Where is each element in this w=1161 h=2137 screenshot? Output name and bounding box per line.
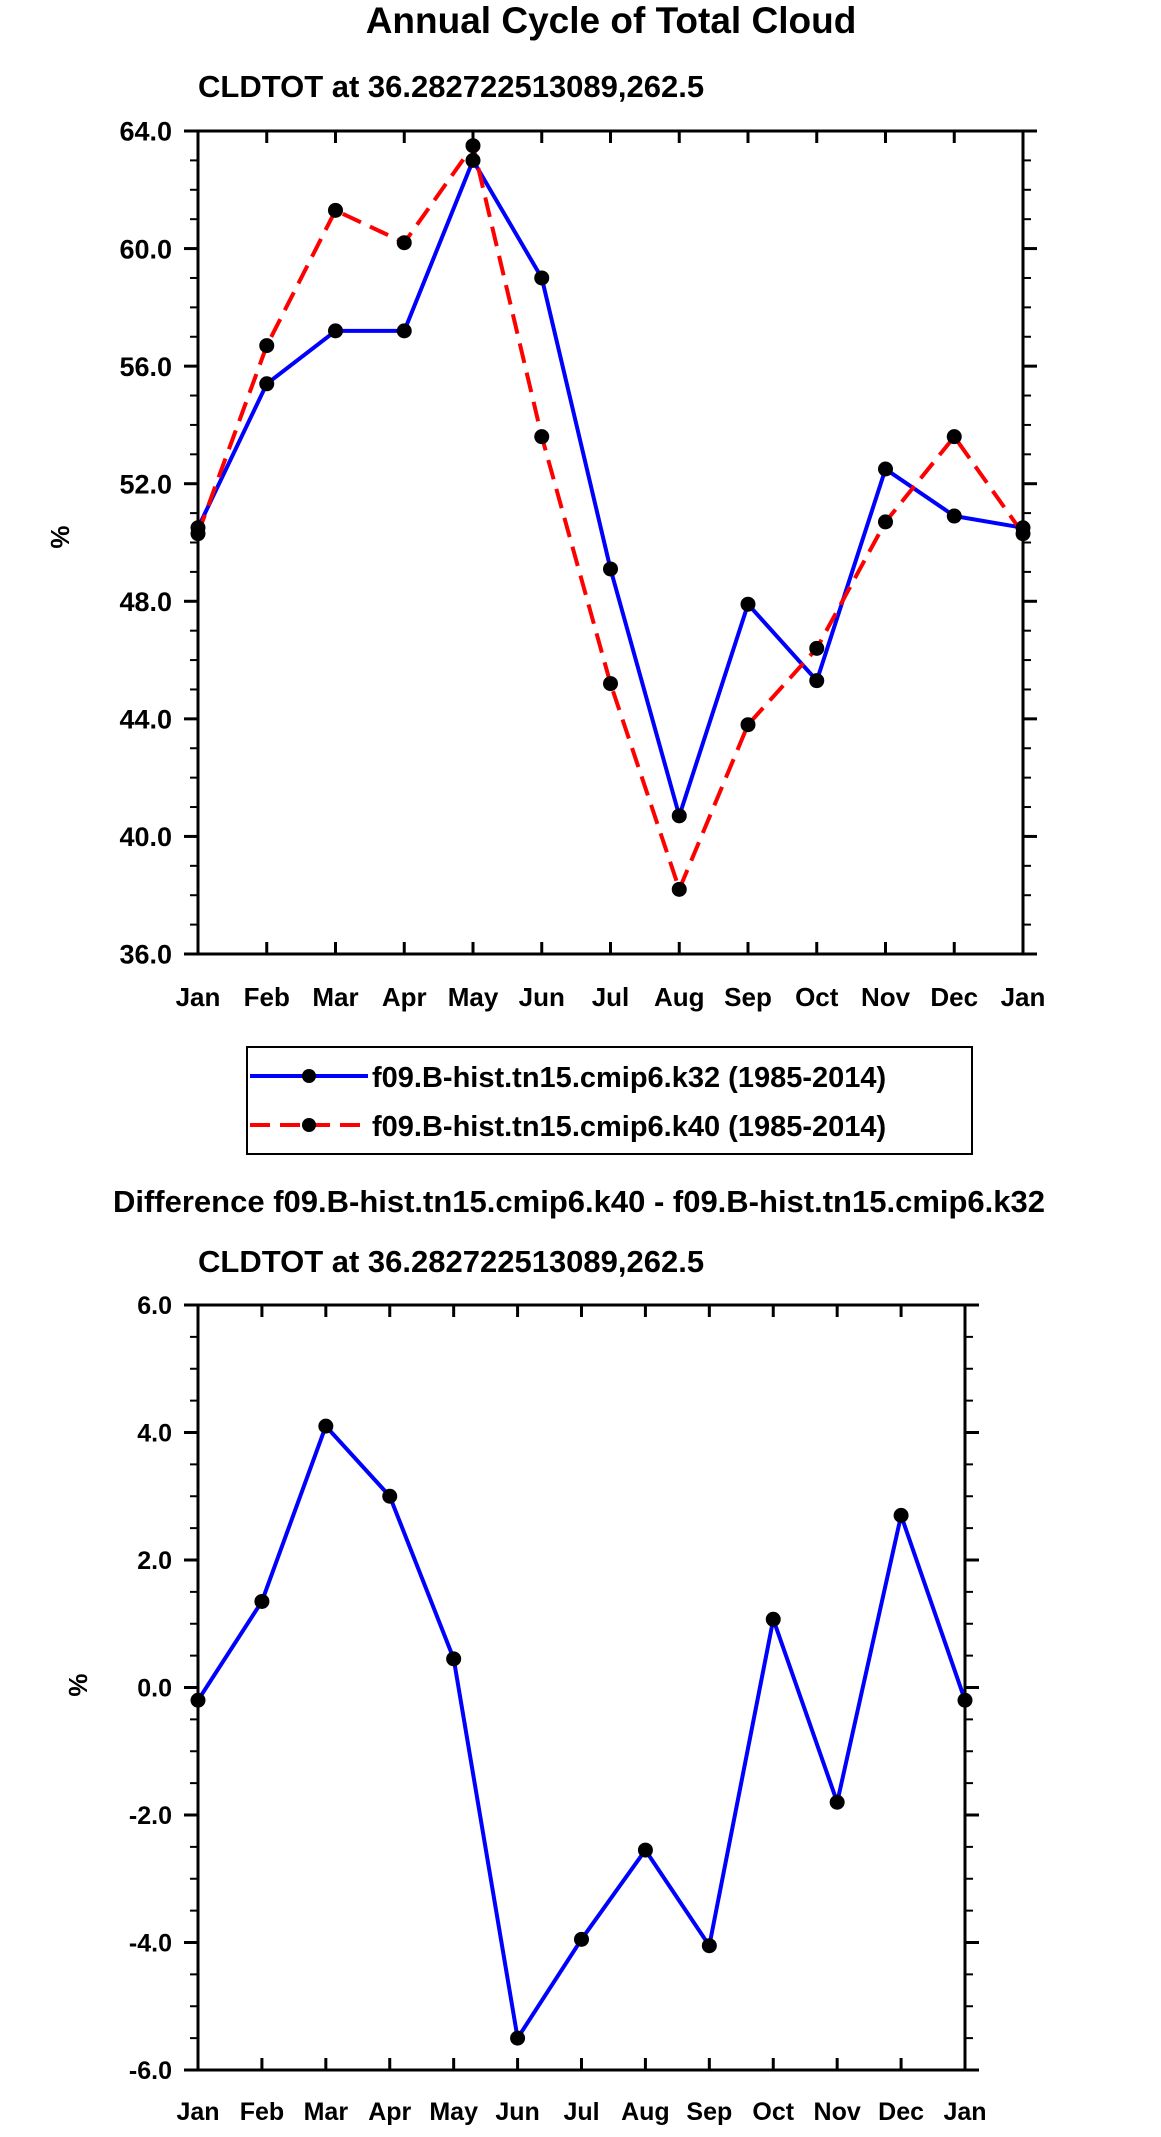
x-tick-label: Apr [382, 982, 427, 1012]
x-tick-label: Mar [312, 982, 358, 1012]
x-tick-label: May [448, 982, 499, 1012]
series-1-point [829, 1794, 845, 1810]
series-1-point [254, 1593, 270, 1609]
series-1-point [637, 1842, 653, 1858]
chart1-subtitle: CLDTOT at 36.282722513089,262.5 [198, 69, 704, 104]
legend-label-k32: f09.B-hist.tn15.cmip6.k32 (1985-2014) [372, 1062, 886, 1094]
x-tick-label: Jun [495, 2098, 539, 2126]
series-1-point [318, 1418, 334, 1434]
y-tick-label: 4.0 [137, 1420, 172, 1448]
series-1-point [893, 1507, 909, 1523]
series-1-point [765, 1611, 781, 1627]
series-2-point [671, 881, 687, 897]
x-tick-label: Jan [943, 2098, 986, 2126]
legend-marker-k40 [302, 1118, 316, 1132]
series-1-point [574, 1931, 589, 1947]
series-1-point [671, 808, 687, 824]
series-1-point [382, 1488, 398, 1504]
x-tick-label: Sep [724, 982, 772, 1012]
y-tick-label: 48.0 [119, 587, 172, 617]
y-tick-label: 2.0 [137, 1547, 172, 1575]
series-1-point [510, 2030, 526, 2046]
y-tick-label: 52.0 [119, 469, 172, 499]
y-tick-label: 0.0 [137, 1675, 172, 1703]
legend-marker-k32 [302, 1069, 316, 1083]
series-1-point [957, 1692, 973, 1708]
series-1-point [740, 596, 756, 612]
x-tick-label: Mar [304, 2098, 349, 2126]
x-tick-label: Jul [592, 982, 630, 1012]
y-tick-label: 60.0 [119, 234, 172, 264]
series-1-point [809, 673, 825, 689]
y-tick-label: 36.0 [119, 940, 172, 970]
annual-cycle-chart: Annual Cycle of Total Cloud CLDTOT at 36… [45, 0, 1046, 1155]
series-1-point [603, 561, 618, 577]
series-2-point [809, 640, 825, 656]
x-tick-label: Aug [621, 2098, 670, 2126]
series-line-2 [196, 143, 1025, 892]
series-1-point [946, 508, 962, 524]
x-tick-label: May [429, 2098, 478, 2126]
series-1-point [878, 461, 893, 477]
difference-chart: Difference f09.B-hist.tn15.cmip6.k40 - f… [63, 1184, 1045, 2126]
series-1-point [328, 323, 343, 339]
chart2-y-axis-label: % [63, 1673, 93, 1696]
series-2-point [328, 202, 343, 218]
series-1-point [259, 376, 275, 392]
chart2-subtitle: CLDTOT at 36.282722513089,262.5 [198, 1244, 704, 1279]
chart2-plot-frame [196, 1303, 967, 2072]
series-1-point [446, 1651, 462, 1667]
chart2-title: Difference f09.B-hist.tn15.cmip6.k40 - f… [113, 1184, 1045, 1219]
chart1-plot-frame [196, 129, 1025, 956]
series-2-point [603, 676, 618, 692]
series-2-point [878, 514, 893, 530]
x-tick-label: Feb [244, 982, 290, 1012]
x-tick-label: Oct [752, 2098, 794, 2126]
series-2-point [534, 429, 550, 445]
series-2-point [190, 526, 206, 542]
series-1-point [465, 152, 481, 168]
series-2-point [740, 717, 756, 733]
x-tick-label: Jun [519, 982, 565, 1012]
x-tick-label: Sep [686, 2098, 732, 2126]
x-tick-label: Feb [240, 2098, 284, 2126]
y-tick-label: 6.0 [137, 1292, 172, 1320]
series-2-point [396, 235, 412, 251]
x-tick-label: Nov [814, 2098, 861, 2126]
y-tick-label: -6.0 [129, 2057, 172, 2085]
series-line-1 [196, 158, 1024, 818]
y-tick-label: -2.0 [129, 1802, 172, 1830]
x-tick-label: Jan [1001, 982, 1046, 1012]
y-tick-label: 40.0 [119, 822, 172, 852]
x-tick-label: Oct [795, 982, 839, 1012]
x-tick-label: Jul [563, 2098, 599, 2126]
series-2-point [259, 338, 275, 354]
x-tick-label: Dec [930, 982, 978, 1012]
x-tick-label: Jan [176, 2098, 219, 2126]
series-2-point [1015, 526, 1031, 542]
y-tick-label: 56.0 [119, 352, 172, 382]
series-2-point [946, 429, 962, 445]
x-tick-label: Dec [878, 2098, 924, 2126]
chart1-y-axis-label: % [45, 525, 75, 548]
y-tick-label: 64.0 [119, 117, 172, 147]
series-1-point [701, 1938, 717, 1954]
legend-box [246, 1046, 973, 1155]
x-tick-label: Jan [176, 982, 221, 1012]
x-tick-label: Aug [654, 982, 705, 1012]
x-tick-label: Apr [368, 2098, 411, 2126]
series-2-point [465, 138, 481, 154]
x-tick-label: Nov [861, 982, 911, 1012]
y-tick-label: -4.0 [129, 1930, 172, 1958]
series-1-point [190, 1692, 206, 1708]
series-1-point [534, 270, 550, 286]
chart1-title: Annual Cycle of Total Cloud [366, 0, 857, 41]
legend-label-k40: f09.B-hist.tn15.cmip6.k40 (1985-2014) [372, 1111, 886, 1143]
y-tick-label: 44.0 [119, 705, 172, 735]
series-1-point [396, 323, 412, 339]
chart1-legend: f09.B-hist.tn15.cmip6.k32 (1985-2014) f0… [246, 1046, 973, 1155]
